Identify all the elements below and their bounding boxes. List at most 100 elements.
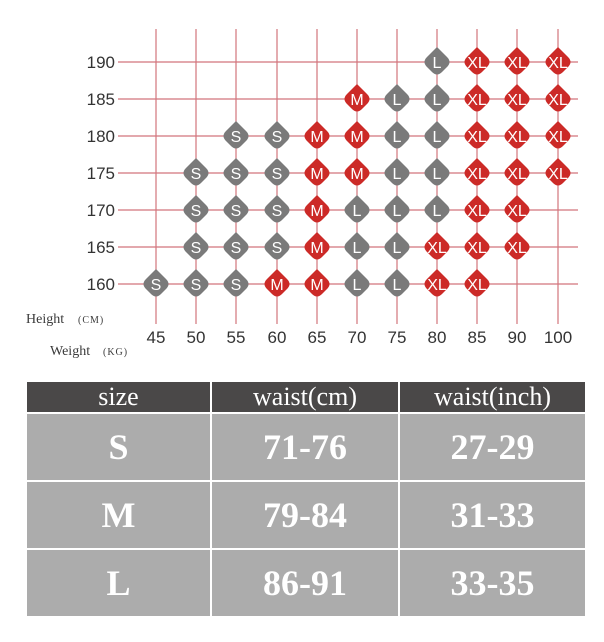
x-tick-label: 55 xyxy=(227,328,246,347)
marker-label: S xyxy=(272,129,283,146)
marker-diamond xyxy=(344,121,370,149)
marker-diamond xyxy=(504,195,530,223)
x-tick-label: 70 xyxy=(348,328,367,347)
marker-diamond xyxy=(264,232,290,260)
size-marker-m: M xyxy=(304,269,330,297)
size-marker-l: L xyxy=(384,232,410,260)
marker-label: L xyxy=(433,55,442,72)
marker-label: M xyxy=(350,166,363,183)
marker-label: XL xyxy=(507,55,527,72)
size-marker-s: S xyxy=(183,232,209,260)
size-marker-m: M xyxy=(264,269,290,297)
size-cell: M xyxy=(27,482,210,548)
size-marker-xl: XL xyxy=(545,158,571,186)
size-marker-s: S xyxy=(183,158,209,186)
marker-diamond xyxy=(545,84,571,112)
size-marker-l: L xyxy=(384,195,410,223)
marker-label: S xyxy=(191,240,202,257)
table-row: L 86-91 33-35 xyxy=(27,550,585,616)
marker-diamond xyxy=(384,158,410,186)
header-waist-cm: waist(cm) xyxy=(212,382,398,412)
marker-diamond xyxy=(183,158,209,186)
marker-diamond xyxy=(424,232,450,260)
marker-diamond xyxy=(545,158,571,186)
marker-label: S xyxy=(191,277,202,294)
x-tick-label: 60 xyxy=(268,328,287,347)
marker-label: L xyxy=(393,92,402,109)
size-marker-l: L xyxy=(384,269,410,297)
size-marker-xl: XL xyxy=(545,47,571,75)
marker-label: S xyxy=(272,166,283,183)
size-marker-xl: XL xyxy=(464,121,490,149)
x-axis-unit: (KG) xyxy=(103,347,128,358)
y-tick-label: 160 xyxy=(87,275,115,294)
x-tick-label: 85 xyxy=(468,328,487,347)
size-marker-xl: XL xyxy=(504,84,530,112)
marker-diamond xyxy=(344,269,370,297)
marker-diamond xyxy=(264,269,290,297)
marker-diamond xyxy=(545,121,571,149)
marker-diamond xyxy=(424,121,450,149)
marker-diamond xyxy=(424,269,450,297)
marker-label: S xyxy=(231,277,242,294)
marker-diamond xyxy=(504,84,530,112)
marker-label: S xyxy=(272,203,283,220)
marker-label: XL xyxy=(467,166,487,183)
marker-diamond xyxy=(223,121,249,149)
size-marker-s: S xyxy=(264,232,290,260)
marker-label: XL xyxy=(467,129,487,146)
marker-label: M xyxy=(310,166,323,183)
size-marker-xl: XL xyxy=(545,84,571,112)
marker-label: XL xyxy=(548,129,568,146)
x-tick-label: 45 xyxy=(147,328,166,347)
marker-label: L xyxy=(393,240,402,257)
header-size: size xyxy=(27,382,210,412)
waist-size-table: size waist(cm) waist(inch) S 71-76 27-29… xyxy=(25,380,587,618)
size-marker-m: M xyxy=(304,232,330,260)
marker-diamond xyxy=(545,47,571,75)
marker-diamond xyxy=(424,158,450,186)
marker-diamond xyxy=(464,269,490,297)
marker-diamond xyxy=(223,195,249,223)
size-marker-l: L xyxy=(344,269,370,297)
marker-diamond xyxy=(504,47,530,75)
marker-diamond xyxy=(304,158,330,186)
x-tick-label: 100 xyxy=(544,328,572,347)
size-marker-m: M xyxy=(344,158,370,186)
x-tick-label: 80 xyxy=(428,328,447,347)
marker-diamond xyxy=(304,121,330,149)
size-marker-xl: XL xyxy=(464,47,490,75)
marker-diamond xyxy=(183,232,209,260)
marker-label: S xyxy=(191,166,202,183)
size-marker-m: M xyxy=(344,84,370,112)
marker-diamond xyxy=(464,84,490,112)
marker-diamond xyxy=(304,232,330,260)
marker-diamond xyxy=(223,232,249,260)
marker-label: S xyxy=(231,240,242,257)
size-chart-plot: 190 185 180 175 170 165 160 45 50 55 60 65 70 75 80 85 9… xyxy=(26,29,578,359)
size-marker-l: L xyxy=(384,158,410,186)
x-tick-label: 65 xyxy=(308,328,327,347)
marker-diamond xyxy=(464,195,490,223)
marker-diamond xyxy=(304,269,330,297)
x-tick-label: 75 xyxy=(388,328,407,347)
marker-diamond xyxy=(504,121,530,149)
marker-label: L xyxy=(353,240,362,257)
size-marker-xl: XL xyxy=(464,195,490,223)
size-marker-xl: XL xyxy=(504,195,530,223)
marker-label: M xyxy=(310,240,323,257)
marker-diamond xyxy=(223,158,249,186)
marker-label: L xyxy=(393,203,402,220)
marker-label: XL xyxy=(467,55,487,72)
marker-label: L xyxy=(433,129,442,146)
marker-label: L xyxy=(433,203,442,220)
marker-label: XL xyxy=(467,92,487,109)
marker-label: XL xyxy=(427,240,447,257)
size-marker-xl: XL xyxy=(504,158,530,186)
marker-label: XL xyxy=(507,240,527,257)
size-chart: 190 185 180 175 170 165 160 45 50 55 60 65 70 75 80 85 9… xyxy=(26,29,578,359)
size-marker-s: S xyxy=(264,121,290,149)
size-marker-l: L xyxy=(384,84,410,112)
size-marker-s: S xyxy=(183,269,209,297)
size-cell: L xyxy=(27,550,210,616)
